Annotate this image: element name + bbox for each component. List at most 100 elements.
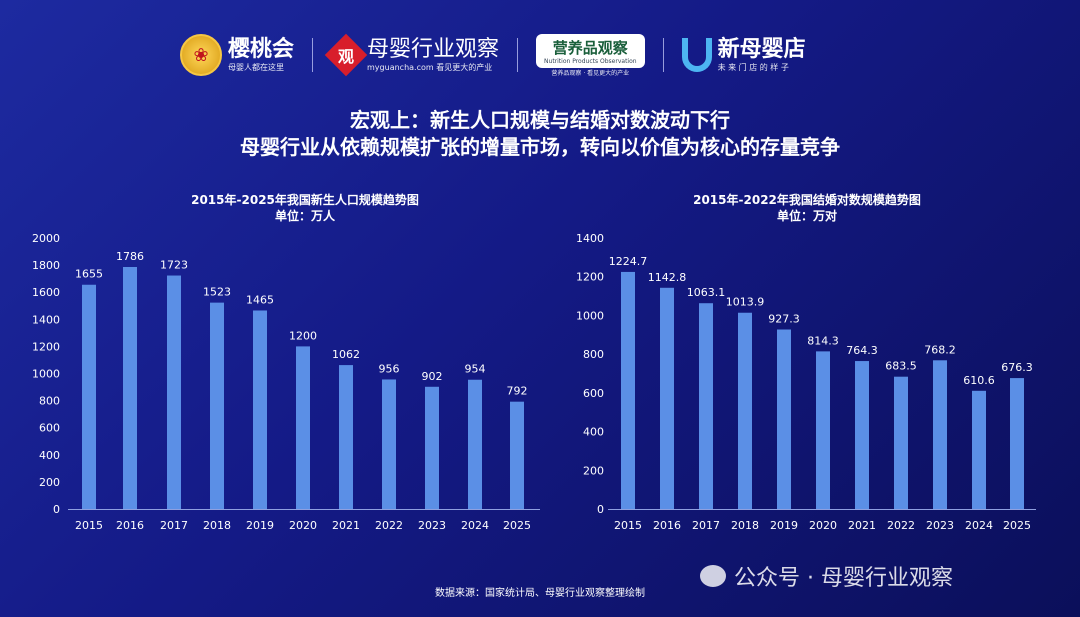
data-label: 1723: [160, 259, 188, 272]
logo-tagline: 母婴人都在这里: [228, 62, 284, 72]
y-tick-label: 1800: [32, 259, 60, 272]
x-tick-label: 2020: [809, 519, 837, 532]
wechat-icon: [700, 565, 726, 587]
x-tick-label: 2023: [926, 519, 954, 532]
chart-title: 2015年-2025年我国新生人口规模趋势图: [191, 192, 419, 207]
headline-2: 母婴行业从依赖规模扩张的增量市场，转向以价值为核心的存量竞争: [240, 135, 840, 159]
bar: [382, 379, 396, 509]
bar: [699, 303, 713, 509]
y-tick-label: 2000: [32, 232, 60, 245]
divider: [662, 38, 664, 72]
data-label: 954: [465, 363, 486, 376]
logo-bar: ❀ 樱桃会 母婴人都在这里 观 母婴行业观察 myguancha.com 看见更…: [180, 30, 910, 80]
data-label: 1224.7: [609, 255, 648, 268]
x-tick-label: 2024: [965, 519, 993, 532]
bar: [253, 310, 267, 509]
y-tick-label: 0: [597, 503, 604, 516]
y-tick-label: 800: [583, 348, 604, 361]
x-tick-label: 2016: [116, 519, 144, 532]
x-tick-label: 2021: [848, 519, 876, 532]
bar: [855, 361, 869, 509]
chart-subtitle: 单位：万对: [777, 208, 837, 223]
data-label: 1465: [246, 293, 274, 306]
logo-tagline: myguancha.com 看见更大的产业: [367, 62, 493, 72]
chart-title: 2015年-2022年我国结婚对数规模趋势图: [693, 192, 921, 207]
logo-tagline: 营养品观察 · 看见更大的产业: [551, 69, 630, 77]
x-tick-label: 2018: [731, 519, 759, 532]
y-tick-label: 200: [39, 476, 60, 489]
x-tick-label: 2019: [246, 519, 274, 532]
yingtaohui-logo: ❀ 樱桃会 母婴人都在这里: [180, 34, 294, 76]
x-tick-label: 2015: [75, 519, 103, 532]
bar: [972, 390, 986, 509]
logo-name: 樱桃会: [228, 36, 295, 62]
bar: [777, 329, 791, 509]
y-tick-label: 200: [583, 464, 604, 477]
bar: [468, 379, 482, 509]
y-tick-label: 400: [583, 426, 604, 439]
data-label: 1013.9: [726, 296, 765, 309]
y-tick-label: 1200: [32, 340, 60, 353]
logo-sub: Nutrition Products Observation: [544, 57, 637, 65]
x-tick-label: 2018: [203, 519, 231, 532]
bar: [296, 346, 310, 509]
data-label: 792: [507, 385, 528, 398]
data-label: 610.6: [963, 374, 995, 387]
data-label: 768.2: [924, 343, 956, 356]
y-tick-label: 1200: [576, 271, 604, 284]
x-tick-label: 2017: [160, 519, 188, 532]
x-tick-label: 2020: [289, 519, 317, 532]
bar: [1010, 378, 1024, 509]
y-tick-label: 400: [39, 449, 60, 462]
data-label: 814.3: [807, 334, 839, 347]
data-label: 676.3: [1001, 361, 1033, 374]
x-tick-label: 2025: [1003, 519, 1031, 532]
data-label: 927.3: [768, 313, 800, 326]
bar: [167, 275, 181, 509]
x-tick-label: 2021: [332, 519, 360, 532]
headline-1: 宏观上：新生人口规模与结婚对数波动下行: [350, 108, 730, 132]
y-tick-label: 600: [583, 387, 604, 400]
data-label: 956: [379, 362, 400, 375]
logo-name: 营养品观察: [552, 38, 628, 57]
data-label: 1786: [116, 250, 144, 263]
data-label: 683.5: [885, 360, 917, 373]
divider: [312, 38, 314, 72]
y-tick-label: 1400: [576, 232, 604, 245]
x-tick-label: 2022: [375, 519, 403, 532]
bar: [210, 302, 224, 509]
chart-subtitle: 单位：万人: [275, 208, 336, 223]
x-tick-label: 2017: [692, 519, 720, 532]
watermark: 公众号 · 母婴行业观察: [700, 560, 953, 592]
y-tick-label: 1000: [576, 309, 604, 322]
data-label: 902: [422, 370, 443, 383]
watermark-text: 公众号 · 母婴行业观察: [734, 566, 953, 591]
muying-logo: 观 母婴行业观察 myguancha.com 看见更大的产业: [324, 33, 500, 77]
logo-tagline: 未 来 门 店 的 样 子: [717, 62, 789, 72]
nutrition-logo: 营养品观察 Nutrition Products Observation 营养品…: [536, 33, 645, 77]
bar: [621, 271, 635, 509]
cherry-icon: ❀: [180, 34, 222, 76]
bar: [510, 401, 524, 509]
y-tick-label: 1400: [32, 313, 60, 326]
bar: [894, 376, 908, 509]
data-label: 1142.8: [648, 271, 687, 284]
bar: [425, 386, 439, 509]
bar: [738, 312, 752, 509]
x-tick-label: 2025: [503, 519, 531, 532]
data-label: 1655: [75, 268, 103, 281]
y-tick-label: 1000: [32, 368, 60, 381]
bar: [816, 351, 830, 509]
data-label: 764.3: [846, 344, 878, 357]
logo-name: 母婴行业观察: [367, 36, 500, 62]
data-label: 1200: [289, 329, 317, 342]
bar: [660, 287, 674, 509]
x-tick-label: 2022: [887, 519, 915, 532]
divider: [517, 38, 519, 72]
bar: [933, 360, 947, 509]
data-label: 1063.1: [687, 286, 726, 299]
bar: [339, 365, 353, 509]
y-tick-label: 800: [39, 395, 60, 408]
x-tick-label: 2019: [770, 519, 798, 532]
